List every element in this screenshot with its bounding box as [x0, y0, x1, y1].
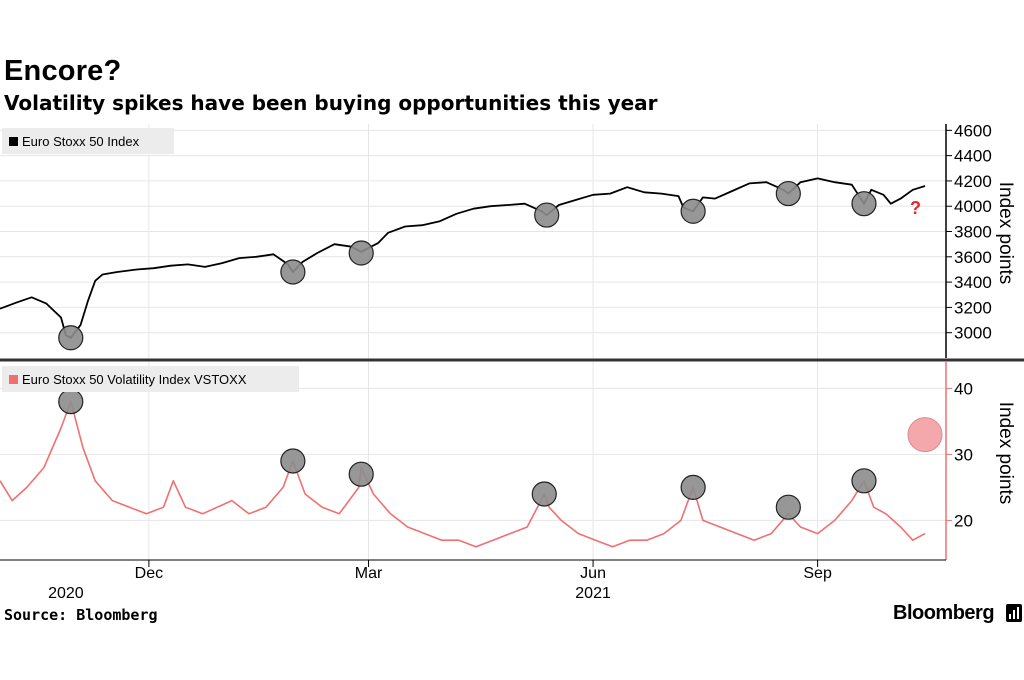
y-tick-label: 4000: [954, 197, 992, 216]
legend-box: [2, 128, 174, 154]
spike-marker: [775, 494, 801, 520]
y-tick-label: 3200: [954, 298, 992, 317]
y-tick-label: 3600: [954, 248, 992, 267]
spike-marker: [680, 198, 706, 224]
legend: Euro Stoxx 50 Index: [2, 128, 174, 154]
spike-marker: [851, 468, 877, 494]
y-tick-label: 3000: [954, 324, 992, 343]
legend-label: Euro Stoxx 50 Index: [22, 134, 140, 149]
y-tick-label: 4200: [954, 172, 992, 191]
y-axis-label: Index points: [995, 182, 1016, 284]
spike-marker: [280, 259, 306, 285]
spike-marker: [58, 389, 84, 415]
y-axis-label: Index points: [995, 402, 1016, 504]
y-tick-label: 4600: [954, 121, 992, 140]
x-year-label: 2021: [575, 585, 611, 602]
chart-subtitle: Volatility spikes have been buying oppor…: [4, 91, 658, 115]
spike-marker: [775, 180, 801, 207]
legend-label: Euro Stoxx 50 Volatility Index VSTOXX: [22, 372, 247, 387]
question-annotation: ?: [910, 198, 921, 218]
spike-marker: [348, 240, 374, 266]
legend-swatch: [9, 375, 18, 384]
x-tick-label: Dec: [135, 565, 163, 582]
spike-marker: [280, 448, 306, 474]
terminal-icon: [1006, 604, 1022, 622]
x-tick-label: Mar: [355, 565, 383, 582]
x-tick-label: Sep: [803, 565, 832, 582]
y-tick-label: 4400: [954, 147, 992, 166]
spike-marker: [348, 461, 374, 487]
x-year-label: 2020: [48, 585, 84, 602]
y-tick-label: 3400: [954, 273, 992, 292]
spike-marker: [851, 191, 877, 217]
legend-box: [2, 366, 299, 392]
spike-marker: [531, 481, 557, 507]
x-tick-label: Jun: [580, 565, 606, 582]
bloomberg-logo: Bloomberg: [893, 602, 995, 624]
y-tick-label: 3800: [954, 223, 992, 242]
chart-title: Encore?: [4, 55, 122, 87]
y-tick-label: 20: [954, 511, 973, 530]
legend: Euro Stoxx 50 Volatility Index VSTOXX: [2, 366, 299, 392]
highlight-marker: [907, 417, 943, 453]
spike-marker: [534, 202, 560, 228]
volatility-series-line: [0, 400, 926, 548]
source-note: Source: Bloomberg: [4, 606, 158, 624]
y-tick-label: 40: [954, 379, 973, 398]
spike-marker: [58, 325, 84, 351]
spike-marker: [680, 474, 706, 500]
legend-swatch: [9, 137, 18, 146]
y-tick-label: 30: [954, 445, 973, 464]
